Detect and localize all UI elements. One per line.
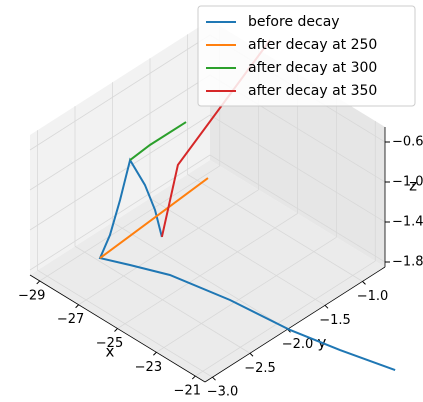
- grid-line: [39, 165, 220, 282]
- x-tick-label: −23: [135, 360, 162, 375]
- y-tick-label: −1.0: [357, 289, 389, 304]
- y-tick-label: −3.0: [207, 385, 239, 400]
- data-line: [99, 177, 209, 259]
- legend-label: after decay at 350: [248, 83, 377, 99]
- legend-label: after decay at 250: [248, 37, 377, 53]
- x-tick-label: −27: [57, 312, 84, 327]
- tick-mark: [191, 375, 196, 380]
- grid-line: [112, 221, 288, 330]
- grid-line: [74, 245, 251, 354]
- tick-mark: [249, 352, 254, 357]
- grid-line: [187, 174, 363, 282]
- data-line: [98, 157, 396, 371]
- z-axis-label: z: [409, 177, 417, 195]
- tick-mark: [114, 328, 118, 332]
- grid-line: [29, 154, 211, 271]
- x-axis-label: x: [106, 343, 115, 361]
- x-tick-label: −29: [18, 288, 45, 303]
- grid-line: [29, 114, 211, 231]
- grid-line: [78, 189, 259, 306]
- tick-mark: [362, 281, 366, 285]
- z-tick-label: −1.8: [392, 255, 423, 270]
- grid-line: [209, 114, 386, 223]
- grid-line: [29, 34, 211, 151]
- y-axis-line: [204, 266, 386, 383]
- legend-label: before decay: [248, 14, 340, 30]
- legend-box: [197, 5, 416, 107]
- grid-line: [29, 74, 211, 191]
- x-tick-label: −21: [174, 384, 201, 399]
- z-tick-label: −0.6: [392, 135, 423, 150]
- grid-line: [156, 236, 337, 353]
- y-tick-label: −2.5: [244, 361, 276, 376]
- grid-line: [117, 213, 298, 329]
- z-tick-label: −1.4: [392, 215, 423, 230]
- tick-mark: [75, 304, 79, 309]
- tick-mark: [153, 351, 157, 356]
- grid-line: [209, 154, 386, 263]
- y-tick-label: −2.0: [282, 337, 314, 352]
- x-axis-line: [29, 274, 206, 383]
- grid-line: [37, 269, 213, 378]
- data-line: [129, 121, 187, 161]
- y-tick-label: −1.5: [319, 313, 351, 328]
- z-tick-label: −1.0: [392, 175, 423, 190]
- grid-line: [149, 197, 326, 306]
- x-tick-label: −25: [96, 336, 123, 351]
- tick-mark: [36, 280, 41, 285]
- legend-label: after decay at 300: [248, 60, 377, 76]
- grid-line: [195, 260, 376, 377]
- tick-mark: [324, 304, 329, 309]
- tick-mark: [212, 376, 216, 381]
